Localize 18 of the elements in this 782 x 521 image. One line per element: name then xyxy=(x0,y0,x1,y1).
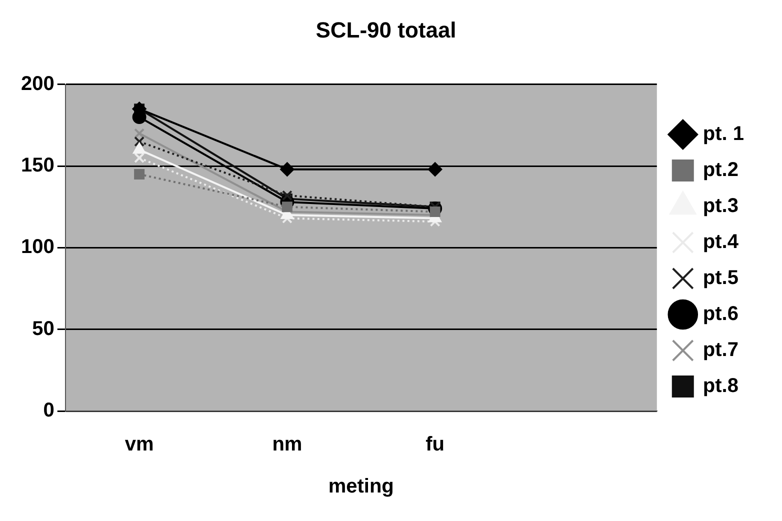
legend-label: pt.3 xyxy=(702,195,738,218)
legend-label: pt.2 xyxy=(702,159,738,182)
y-tick-label: 50 xyxy=(32,318,54,340)
chart-title: SCL-90 totaal xyxy=(316,17,456,42)
x-tick-label: vm xyxy=(124,434,154,456)
y-tick-label: 0 xyxy=(43,400,54,422)
legend-label: pt. 1 xyxy=(702,123,744,146)
y-tick-label: 200 xyxy=(20,72,54,95)
y-tick-label: 150 xyxy=(20,154,54,177)
legend-label: pt.7 xyxy=(702,339,738,362)
x-tick-label: nm xyxy=(272,434,302,456)
legend-label: pt.4 xyxy=(702,231,740,254)
x-axis-title: meting xyxy=(328,476,394,498)
x-tick-label: fu xyxy=(426,434,445,456)
legend-label: pt.6 xyxy=(702,303,738,326)
legend-label: pt.8 xyxy=(702,375,738,398)
legend-label: pt.5 xyxy=(702,267,738,290)
y-tick-label: 100 xyxy=(20,236,54,258)
